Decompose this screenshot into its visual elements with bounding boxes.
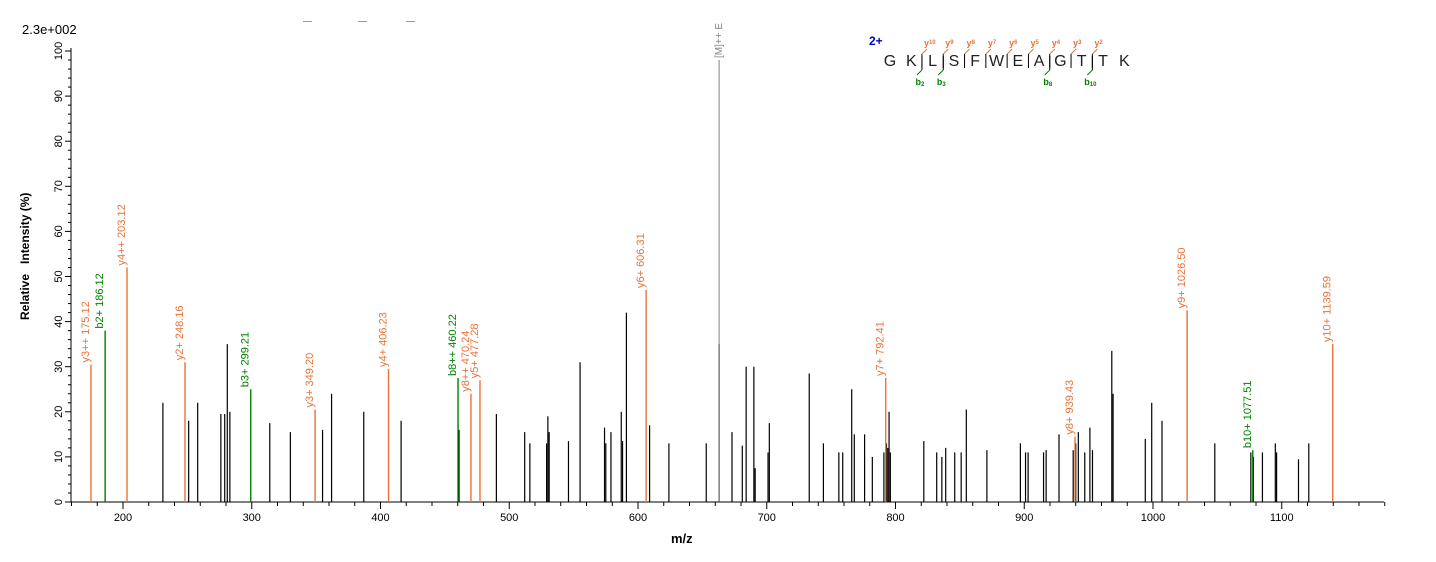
y-ion-tick — [1006, 48, 1013, 55]
peak-label: y4++ 203.12 — [116, 204, 128, 265]
sequence-residue: W — [989, 53, 1005, 70]
y-ion-label: y7 — [988, 38, 997, 48]
peak-label: y5+ 477.28 — [469, 323, 481, 378]
peak-label: y10+ 1139.59 — [1322, 276, 1334, 342]
precursor-peak-label: [M]++ E — [714, 23, 725, 58]
sequence-residue: S — [949, 53, 960, 70]
x-tick-label: 800 — [886, 512, 904, 524]
b-ion-tick — [1044, 69, 1051, 76]
sequence-residue: T — [1098, 53, 1108, 70]
x-tick-label: 700 — [758, 512, 776, 524]
b-ion-tick — [1086, 69, 1093, 76]
y-ion-tick — [1049, 48, 1056, 55]
y-ion-tick — [964, 48, 970, 55]
y-tick-label: 60 — [53, 225, 65, 237]
peak-label: y4+ 406.23 — [378, 312, 390, 367]
sequence-residue: G — [1054, 53, 1066, 70]
peak-label: y9+ 1026.50 — [1176, 247, 1188, 308]
sequence-residue: K — [906, 53, 917, 70]
b-ion-label: b3 — [937, 77, 947, 88]
y-tick-label: 50 — [53, 270, 65, 282]
peak-label: y7+ 792.41 — [875, 321, 887, 376]
y-tick-label: 0 — [53, 499, 65, 505]
y-ion-label: y3 — [1073, 38, 1082, 48]
peak-label: b10+ 1077.51 — [1242, 381, 1254, 449]
peak-label: y8++ 470.24 — [460, 331, 472, 392]
y-tick-label: 10 — [53, 451, 65, 463]
x-tick-label: 900 — [1015, 512, 1033, 524]
y-ion-tick — [942, 48, 949, 55]
y-ion-tick — [921, 48, 928, 55]
b-ion-tick — [916, 69, 923, 76]
y-ion-label: y2 — [1094, 38, 1103, 48]
x-tick-label: 600 — [629, 512, 647, 524]
legend-dash — [303, 21, 312, 22]
y-ion-label: y9 — [945, 38, 954, 48]
y-tick-label: 70 — [53, 180, 65, 192]
y-ion-label: y4 — [1052, 38, 1061, 48]
y-ion-label: y10 — [924, 38, 936, 48]
x-tick-label: 500 — [500, 512, 518, 524]
x-tick-label: 300 — [243, 512, 261, 524]
sequence-residue: F — [970, 53, 980, 70]
x-axis-label: m/z — [671, 531, 693, 546]
sequence-residue: A — [1034, 53, 1045, 70]
sequence-residue: K — [1119, 53, 1130, 70]
peak-label: b8++ 460.22 — [447, 314, 459, 376]
b-ion-label: b8 — [1043, 77, 1053, 88]
intensity-scale-label: 2.3e+002 — [22, 22, 77, 37]
sequence-residue: G — [884, 53, 896, 70]
y-ion-tick — [1028, 48, 1034, 55]
peak-label: y3+ 349.20 — [304, 353, 316, 408]
sequence-residue: T — [1077, 53, 1087, 70]
peak-label: b2+ 186.12 — [94, 273, 106, 328]
x-tick-label: 1000 — [1141, 512, 1165, 524]
legend-dash — [406, 21, 415, 22]
y-tick-label: 100 — [53, 42, 65, 60]
peak-label: y6+ 606.31 — [635, 233, 647, 288]
y-ion-label: y8 — [967, 38, 976, 48]
sequence-residue: L — [928, 53, 937, 70]
y-ion-label: y6 — [1009, 38, 1018, 48]
x-tick-label: 200 — [114, 512, 132, 524]
peak-label: y2+ 248.16 — [174, 305, 186, 360]
peak-label: b3+ 299.21 — [240, 332, 252, 387]
y-ion-tick — [985, 48, 992, 55]
sequence-residue: E — [1012, 53, 1023, 70]
peak-label: y3++ 175.12 — [80, 301, 92, 362]
b-ion-label: b2 — [916, 77, 926, 88]
legend-dash — [358, 21, 367, 22]
y-tick-label: 90 — [53, 90, 65, 102]
peak-label: y8+ 939.43 — [1064, 380, 1076, 435]
y-ion-tick — [1091, 48, 1098, 55]
y-tick-label: 30 — [53, 361, 65, 373]
y-tick-label: 80 — [53, 135, 65, 147]
y-ion-label: y5 — [1030, 38, 1039, 48]
x-tick-label: 1100 — [1270, 512, 1294, 524]
b-ion-label: b10 — [1084, 77, 1097, 88]
b-ion-tick — [937, 69, 944, 76]
y-tick-label: 40 — [53, 315, 65, 327]
y-ion-tick — [1070, 48, 1077, 55]
x-tick-label: 400 — [371, 512, 389, 524]
y-tick-label: 20 — [53, 406, 65, 418]
charge-state: 2+ — [869, 34, 883, 48]
